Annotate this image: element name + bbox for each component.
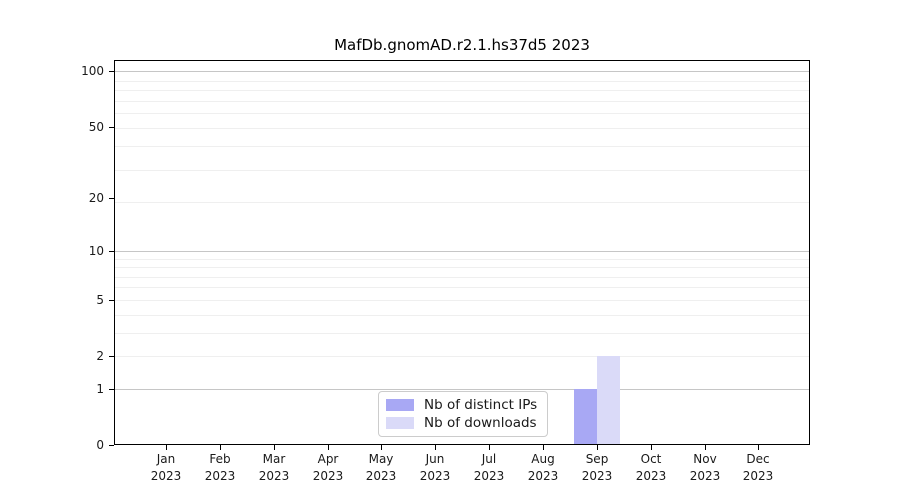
minor-gridline xyxy=(115,315,809,316)
x-tick-label: May 2023 xyxy=(349,451,413,485)
axis-spine-left xyxy=(114,60,115,445)
major-gridline xyxy=(115,71,809,72)
minor-gridline xyxy=(115,170,809,171)
y-tick-mark xyxy=(109,198,114,199)
minor-gridline xyxy=(115,259,809,260)
axis-spine-top xyxy=(114,60,810,61)
minor-gridline xyxy=(115,81,809,82)
y-tick-label: 0 xyxy=(96,438,104,452)
minor-gridline xyxy=(115,287,809,288)
minor-gridline xyxy=(115,113,809,114)
x-tick-year: 2023 xyxy=(419,469,451,483)
x-tick-mark xyxy=(705,445,706,450)
x-tick-label: Jul 2023 xyxy=(457,451,521,485)
legend: Nb of distinct IPs Nb of downloads xyxy=(378,391,548,437)
x-tick-mark xyxy=(166,445,167,450)
y-tick-mark xyxy=(109,71,114,72)
x-tick-label: Feb 2023 xyxy=(188,451,252,485)
axis-spine-bottom xyxy=(114,444,810,445)
x-tick-month: Jul xyxy=(481,452,497,466)
x-tick-month: Oct xyxy=(640,452,662,466)
y-tick-label: 10 xyxy=(88,244,104,258)
y-tick-mark xyxy=(109,445,114,446)
x-tick-year: 2023 xyxy=(312,469,344,483)
legend-swatch-downloads xyxy=(386,417,414,430)
x-tick-month: May xyxy=(368,452,394,466)
x-tick-year: 2023 xyxy=(365,469,397,483)
minor-gridline xyxy=(115,90,809,91)
y-tick-label: 20 xyxy=(88,191,104,205)
x-tick-mark xyxy=(435,445,436,450)
y-tick-mark xyxy=(109,127,114,128)
x-tick-year: 2023 xyxy=(527,469,559,483)
x-tick-year: 2023 xyxy=(150,469,182,483)
x-tick-year: 2023 xyxy=(635,469,667,483)
x-tick-month: Aug xyxy=(531,452,555,466)
legend-entry-distinct-ips: Nb of distinct IPs xyxy=(386,397,540,413)
x-tick-mark xyxy=(543,445,544,450)
minor-gridline xyxy=(115,333,809,334)
x-tick-mark xyxy=(328,445,329,450)
minor-gridline xyxy=(115,202,809,203)
y-tick-mark xyxy=(109,356,114,357)
minor-gridline xyxy=(115,101,809,102)
y-tick-label: 2 xyxy=(96,349,104,363)
x-tick-label: Aug 2023 xyxy=(511,451,575,485)
plot-area xyxy=(109,60,810,450)
x-tick-year: 2023 xyxy=(258,469,290,483)
x-tick-label: Mar 2023 xyxy=(242,451,306,485)
minor-gridline xyxy=(115,300,809,301)
x-tick-label: Apr 2023 xyxy=(296,451,360,485)
x-tick-year: 2023 xyxy=(689,469,721,483)
x-tick-year: 2023 xyxy=(473,469,505,483)
x-tick-month: Mar xyxy=(262,452,286,466)
minor-gridline xyxy=(115,356,809,357)
x-tick-month: Dec xyxy=(746,452,770,466)
x-tick-year: 2023 xyxy=(742,469,774,483)
x-tick-month: Jun xyxy=(425,452,445,466)
x-tick-mark xyxy=(651,445,652,450)
x-tick-month: Jan xyxy=(156,452,176,466)
y-tick-label: 50 xyxy=(88,120,104,134)
x-tick-mark xyxy=(489,445,490,450)
x-tick-year: 2023 xyxy=(204,469,236,483)
legend-label-distinct-ips: Nb of distinct IPs xyxy=(424,396,538,413)
x-tick-label: Sep 2023 xyxy=(565,451,629,485)
x-tick-month: Nov xyxy=(693,452,717,466)
x-tick-mark xyxy=(220,445,221,450)
minor-gridline xyxy=(115,277,809,278)
axis-spine-right xyxy=(809,60,810,445)
legend-entry-downloads: Nb of downloads xyxy=(386,415,540,431)
y-tick-mark xyxy=(109,389,114,390)
x-tick-mark xyxy=(381,445,382,450)
minor-gridline xyxy=(115,267,809,268)
bar-distinct-ips xyxy=(574,389,597,444)
x-tick-label: Oct 2023 xyxy=(619,451,683,485)
y-tick-label: 1 xyxy=(96,382,104,396)
y-tick-label: 5 xyxy=(96,293,104,307)
x-tick-label: Dec 2023 xyxy=(726,451,790,485)
chart-title: MafDb.gnomAD.r2.1.hs37d5 2023 xyxy=(334,36,590,54)
x-tick-month: Feb xyxy=(209,452,231,466)
x-tick-label: Jun 2023 xyxy=(403,451,467,485)
y-tick-label: 100 xyxy=(81,64,104,78)
x-tick-mark xyxy=(758,445,759,450)
bar-downloads xyxy=(597,356,620,444)
legend-label-downloads: Nb of downloads xyxy=(424,415,537,432)
x-tick-label: Nov 2023 xyxy=(673,451,737,485)
x-tick-year: 2023 xyxy=(581,469,613,483)
y-tick-mark xyxy=(109,251,114,252)
x-tick-month: Sep xyxy=(585,452,609,466)
y-tick-mark xyxy=(109,300,114,301)
minor-gridline xyxy=(115,146,809,147)
x-tick-label: Jan 2023 xyxy=(134,451,198,485)
x-tick-month: Apr xyxy=(317,452,339,466)
major-gridline xyxy=(115,251,809,252)
major-gridline xyxy=(115,389,809,390)
minor-gridline xyxy=(115,128,809,129)
legend-swatch-distinct-ips xyxy=(386,398,414,411)
x-tick-mark xyxy=(597,445,598,450)
x-tick-mark xyxy=(274,445,275,450)
